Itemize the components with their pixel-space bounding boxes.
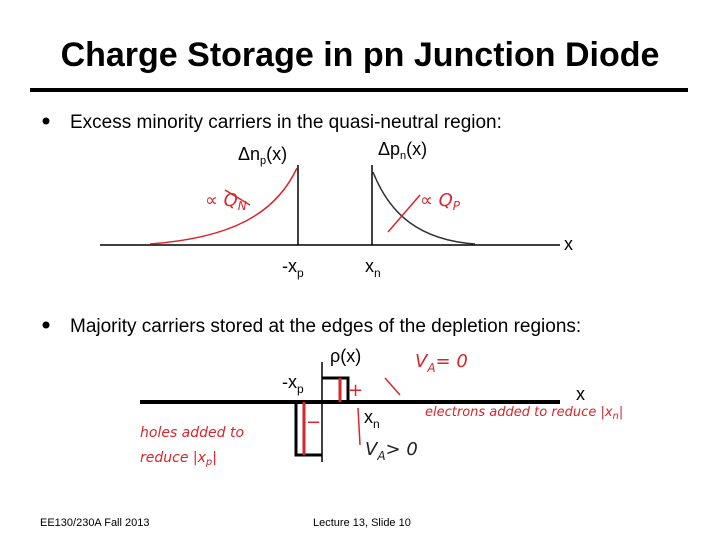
edge-label: -xp [282, 256, 304, 280]
slide-title: Charge Storage in pn Junction Diode [61, 36, 660, 74]
y-label: ρ(x) [330, 346, 361, 366]
sign: + [348, 380, 363, 401]
note: reduce |xp| [140, 450, 217, 468]
pointer [357, 377, 401, 446]
charge-profile [294, 376, 350, 457]
sign: − [306, 412, 321, 433]
bullet-text: Majority carriers stored at the edges of… [70, 316, 581, 337]
charge-shift [302, 378, 342, 455]
note: electrons added to reduce |xn| [425, 405, 623, 422]
majority-diagram: ρ(x) -xp xn x + − VA= 0 VA> 0 holes adde… [140, 346, 623, 468]
pn-curve [372, 171, 476, 245]
footer-left: EE130/230A Fall 2013 [40, 517, 149, 529]
axis-label: Δpn(x) [378, 139, 427, 162]
note: ∝ QP [420, 190, 461, 213]
note: VA= 0 [415, 351, 468, 375]
minority-diagram: Δnp(x) Δpn(x) -xp xn x ∝ QN ∝ QP [100, 139, 573, 280]
np-curve [149, 167, 298, 245]
bullet-text: Excess minority carriers in the quasi-ne… [70, 112, 502, 133]
note: ∝ QN [205, 190, 247, 213]
x-label: x [564, 234, 573, 254]
edge-label: xn [364, 407, 380, 431]
footer-center: Lecture 13, Slide 10 [313, 517, 411, 529]
axis-label: Δnp(x) [238, 144, 287, 167]
bullet-dot [42, 117, 50, 125]
bullet-dot [42, 321, 50, 329]
x-label: x [576, 384, 585, 404]
edge-label: -xp [282, 372, 304, 396]
edge-label: xn [365, 256, 381, 280]
pointer [224, 189, 421, 233]
note: holes added to [140, 425, 244, 441]
note: VA> 0 [365, 439, 418, 463]
